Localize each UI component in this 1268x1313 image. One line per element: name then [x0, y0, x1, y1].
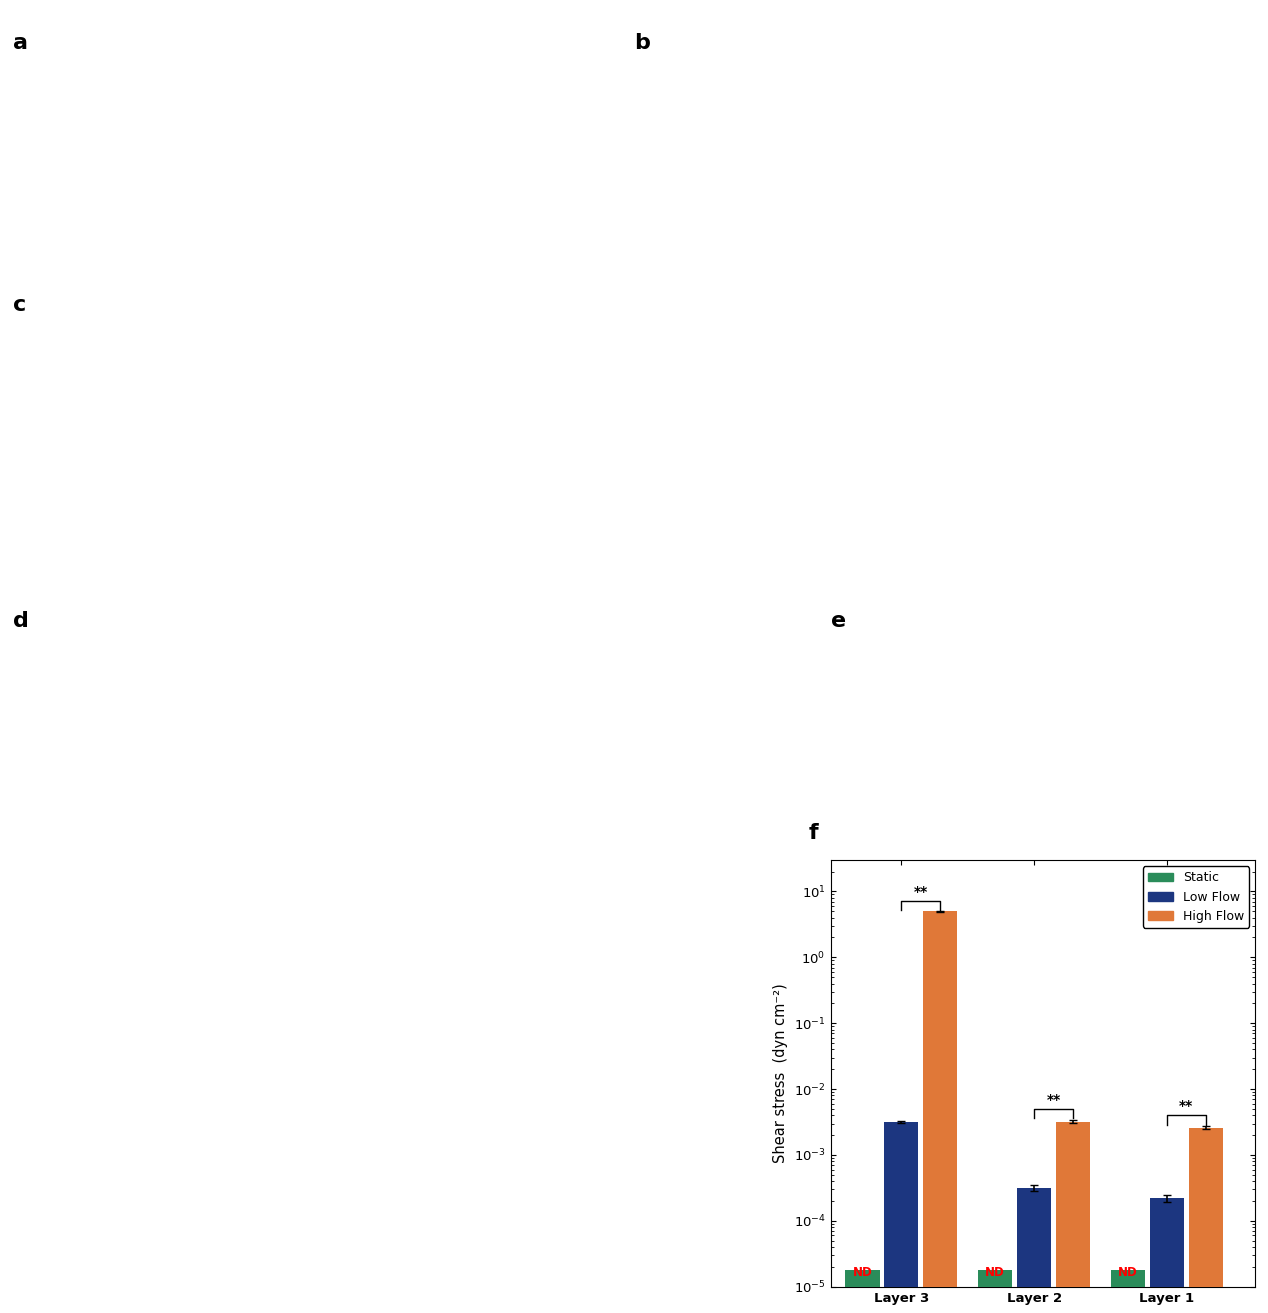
Text: ND: ND [852, 1266, 872, 1279]
Text: a: a [13, 33, 28, 53]
Text: **: ** [1046, 1092, 1060, 1107]
Bar [923, 911, 957, 1313]
Text: ND: ND [985, 1266, 1006, 1279]
Bar [1111, 1270, 1145, 1313]
Text: d: d [13, 611, 29, 630]
Bar [884, 1121, 918, 1313]
Bar [1017, 1187, 1051, 1313]
Y-axis label: Shear stress  (dyn cm⁻²): Shear stress (dyn cm⁻²) [773, 983, 787, 1163]
Text: e: e [831, 611, 846, 630]
Bar [1188, 1128, 1222, 1313]
Bar [978, 1270, 1012, 1313]
Legend: Static, Low Flow, High Flow: Static, Low Flow, High Flow [1142, 867, 1249, 928]
Text: **: ** [1179, 1099, 1193, 1113]
Text: ND: ND [1118, 1266, 1137, 1279]
Text: **: ** [914, 885, 928, 898]
Text: c: c [13, 295, 25, 315]
Text: f: f [808, 823, 818, 843]
Text: b: b [634, 33, 650, 53]
Bar [1056, 1121, 1090, 1313]
Bar [1150, 1199, 1184, 1313]
Bar [846, 1270, 880, 1313]
